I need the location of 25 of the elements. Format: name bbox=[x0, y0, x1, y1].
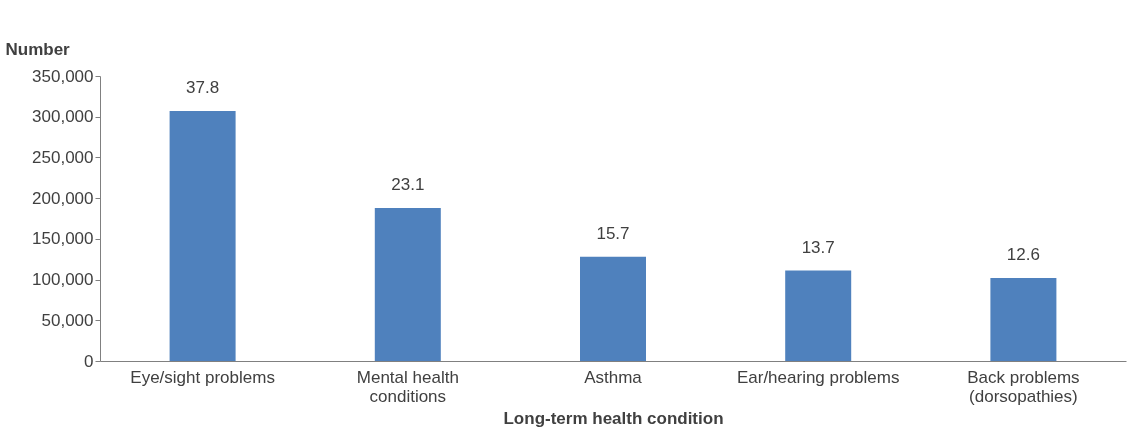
y-tick-label: 0 bbox=[84, 351, 94, 371]
bar bbox=[785, 270, 852, 361]
y-tick-label: 300,000 bbox=[32, 107, 94, 127]
y-tick-label: 350,000 bbox=[32, 66, 94, 86]
x-tick-label: Mental health conditions bbox=[356, 367, 459, 406]
bar bbox=[580, 256, 646, 361]
y-tick-label: 150,000 bbox=[32, 229, 94, 249]
annotation: 12.6 bbox=[1006, 244, 1040, 264]
y-tick-label: 50,000 bbox=[41, 310, 94, 330]
annotation: 13.7 bbox=[801, 237, 835, 257]
bar bbox=[374, 207, 441, 361]
annotation: 23.1 bbox=[391, 174, 425, 194]
y-tick-label: 250,000 bbox=[32, 147, 94, 167]
x-tick-label: Ear/hearing problems bbox=[736, 367, 900, 387]
x-tick-label: Back problems (dorsopathies) bbox=[967, 367, 1080, 406]
annotation: 37.8 bbox=[186, 78, 220, 98]
y-tick-label: 200,000 bbox=[32, 188, 94, 208]
bar bbox=[169, 111, 236, 361]
x-tick-label: Eye/sight problems bbox=[130, 367, 275, 387]
y-tick-label: 100,000 bbox=[32, 270, 94, 290]
x-tick-label: Asthma bbox=[584, 367, 643, 387]
bar bbox=[990, 277, 1057, 361]
y-axis-title: Number bbox=[5, 39, 71, 59]
annotation: 15.7 bbox=[596, 223, 630, 243]
x-axis-title: Long-term health condition bbox=[503, 408, 724, 428]
